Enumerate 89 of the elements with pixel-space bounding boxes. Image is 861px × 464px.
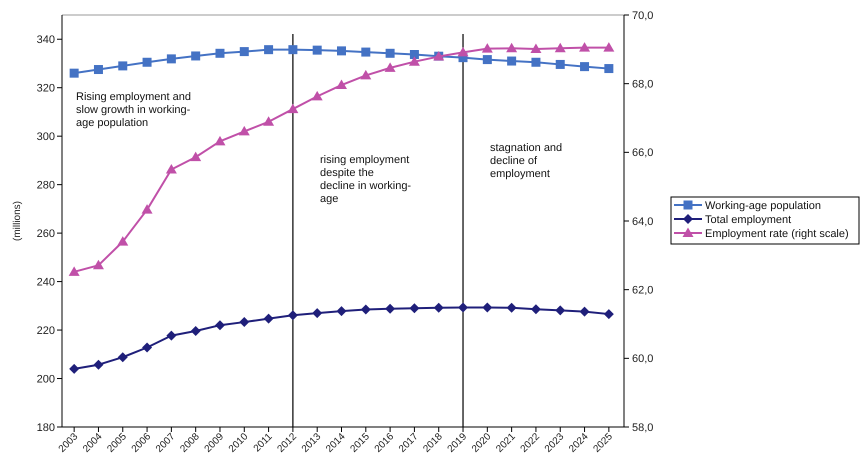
point xyxy=(92,260,104,270)
point xyxy=(142,58,152,67)
point xyxy=(312,90,323,100)
point xyxy=(68,266,80,276)
annotation: stagnation and decline of employment xyxy=(490,142,562,180)
point xyxy=(117,236,128,246)
point xyxy=(94,65,103,74)
point xyxy=(555,305,566,316)
point xyxy=(166,330,176,341)
point xyxy=(556,60,565,69)
point xyxy=(531,58,540,67)
point xyxy=(579,42,590,52)
point xyxy=(458,46,469,56)
point xyxy=(530,304,541,314)
y2-tick-label: 68,0 xyxy=(632,78,654,91)
point xyxy=(361,48,370,57)
legend-label: Working-age population xyxy=(705,200,821,212)
point xyxy=(384,62,396,72)
point xyxy=(482,43,493,53)
point xyxy=(506,302,517,313)
point xyxy=(410,50,419,60)
point xyxy=(238,126,250,136)
point xyxy=(458,302,468,313)
point xyxy=(506,42,518,52)
point xyxy=(287,104,298,114)
point xyxy=(604,309,614,320)
legend-label: Employment rate (right scale) xyxy=(705,228,849,240)
point xyxy=(434,302,444,313)
point xyxy=(507,56,516,66)
point xyxy=(191,51,200,60)
point xyxy=(190,326,201,336)
y-tick-label: 240 xyxy=(36,276,55,288)
point xyxy=(190,152,202,162)
point xyxy=(385,304,396,314)
point xyxy=(69,364,80,374)
point xyxy=(118,61,128,70)
y-axis-title: (millions) xyxy=(12,201,23,241)
point xyxy=(603,42,614,52)
point xyxy=(312,308,322,318)
legend-label: Total employment xyxy=(705,214,792,226)
point xyxy=(240,47,249,56)
point xyxy=(288,45,298,54)
y-tick-label: 260 xyxy=(36,228,55,240)
y-tick-label: 340 xyxy=(36,34,55,46)
y2-tick-label: 62,0 xyxy=(632,284,654,297)
y-tick-label: 300 xyxy=(36,131,55,144)
y2-tick-label: 66,0 xyxy=(632,147,654,160)
y-tick-label: 320 xyxy=(36,82,55,95)
point xyxy=(166,54,176,64)
point xyxy=(264,314,274,324)
point xyxy=(142,342,152,353)
y-tick-label: 180 xyxy=(36,422,55,434)
point xyxy=(604,64,614,74)
point xyxy=(580,62,590,72)
y2-tick-label: 70,0 xyxy=(632,10,654,22)
annotation: rising employment despite the decline in working- age xyxy=(320,154,412,205)
point xyxy=(580,306,590,317)
point xyxy=(360,70,372,80)
point xyxy=(312,46,322,55)
point xyxy=(408,56,420,66)
point xyxy=(554,42,566,52)
point xyxy=(336,80,347,90)
point xyxy=(482,55,492,64)
y-tick-label: 200 xyxy=(36,373,55,386)
point xyxy=(214,136,226,146)
point xyxy=(409,303,420,314)
y-tick-label: 220 xyxy=(36,324,55,337)
point xyxy=(93,360,104,370)
point xyxy=(70,68,79,78)
point xyxy=(263,116,274,126)
point xyxy=(239,317,250,328)
point xyxy=(118,352,128,362)
point xyxy=(214,320,225,330)
point xyxy=(360,304,371,314)
point xyxy=(215,48,224,58)
y2-tick-label: 64,0 xyxy=(632,216,654,228)
point xyxy=(288,310,298,320)
point xyxy=(530,43,542,53)
point xyxy=(337,46,346,56)
annotation: Rising employment and slow growth in working- age population xyxy=(76,91,191,129)
point xyxy=(336,306,346,316)
y-tick-label: 280 xyxy=(36,179,55,192)
y2-tick-label: 60,0 xyxy=(632,353,654,366)
point xyxy=(142,204,153,214)
y2-tick-label: 58,0 xyxy=(632,422,654,434)
point xyxy=(482,302,492,313)
point xyxy=(166,164,177,174)
point xyxy=(264,45,274,54)
point xyxy=(386,48,395,58)
